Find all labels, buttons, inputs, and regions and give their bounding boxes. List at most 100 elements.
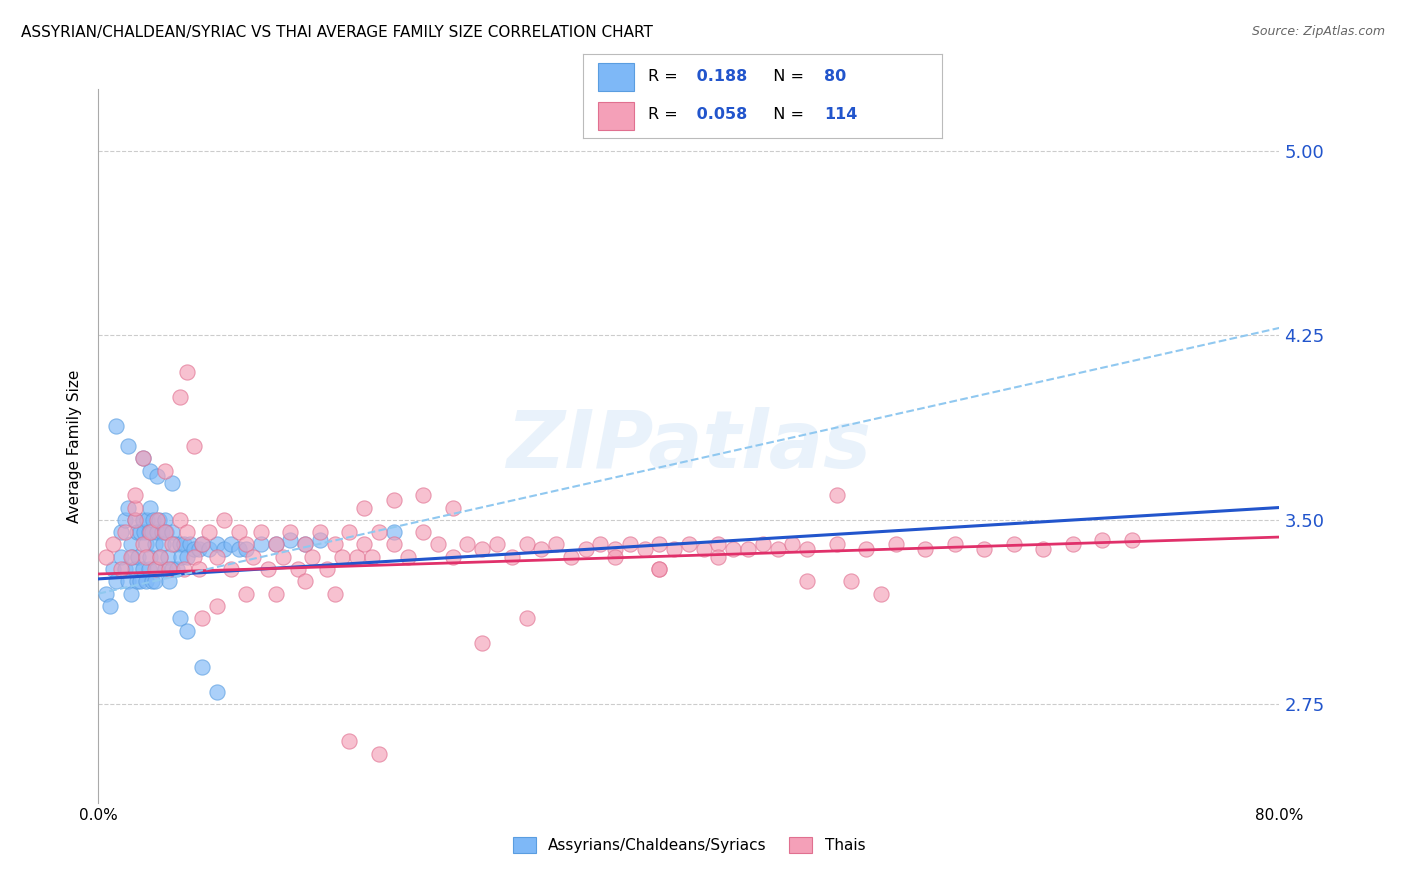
Point — [235, 537, 257, 551]
Point — [157, 574, 180, 589]
Point — [191, 537, 214, 551]
Point — [316, 562, 339, 576]
Point — [501, 549, 523, 564]
Point — [664, 542, 686, 557]
Point — [427, 537, 450, 551]
Point — [176, 365, 198, 379]
Point — [235, 587, 257, 601]
Point — [132, 562, 155, 576]
Point — [301, 549, 323, 564]
Point — [516, 537, 538, 551]
Point — [110, 562, 132, 576]
Point — [191, 537, 214, 551]
Point — [353, 500, 375, 515]
Point — [441, 500, 464, 515]
Point — [346, 549, 368, 564]
Point — [707, 537, 730, 551]
Point — [136, 513, 159, 527]
Point — [723, 542, 745, 557]
Point — [124, 500, 146, 515]
Point — [156, 549, 179, 564]
Point — [589, 537, 612, 551]
Point — [117, 574, 139, 589]
Point — [121, 549, 143, 564]
Text: ZIPatlas: ZIPatlas — [506, 407, 872, 485]
Point — [124, 513, 146, 527]
Point — [143, 537, 166, 551]
Point — [264, 537, 287, 551]
Point — [103, 562, 125, 576]
Point — [191, 611, 214, 625]
Text: ASSYRIAN/CHALDEAN/SYRIAC VS THAI AVERAGE FAMILY SIZE CORRELATION CHART: ASSYRIAN/CHALDEAN/SYRIAC VS THAI AVERAGE… — [21, 25, 652, 40]
Point — [139, 500, 162, 515]
Point — [693, 542, 716, 557]
Point — [973, 542, 995, 557]
Point — [169, 537, 191, 551]
Bar — [598, 102, 634, 130]
Point — [486, 537, 509, 551]
Point — [146, 525, 169, 540]
Point — [125, 574, 148, 589]
Point — [170, 549, 193, 564]
Point — [103, 537, 125, 551]
Point — [280, 533, 302, 547]
Point — [120, 549, 142, 564]
Point — [173, 562, 195, 576]
Point — [1062, 537, 1084, 551]
Point — [212, 542, 235, 557]
Point — [183, 542, 205, 557]
Text: R =: R = — [648, 107, 683, 122]
Text: N =: N = — [762, 107, 808, 122]
Point — [153, 464, 176, 478]
Point — [127, 549, 149, 564]
Point — [162, 562, 183, 576]
Point — [169, 611, 191, 625]
Point — [1121, 533, 1143, 547]
Point — [105, 574, 128, 589]
Point — [796, 574, 818, 589]
Point — [162, 537, 183, 551]
Y-axis label: Average Family Size: Average Family Size — [67, 369, 83, 523]
Bar — [598, 62, 634, 91]
Point — [796, 542, 818, 557]
Point — [250, 537, 273, 551]
Point — [605, 549, 627, 564]
Point — [530, 542, 553, 557]
Point — [198, 542, 221, 557]
Text: N =: N = — [762, 70, 808, 85]
Point — [235, 542, 257, 557]
Point — [257, 562, 280, 576]
Point — [124, 488, 146, 502]
Point — [117, 439, 139, 453]
Point — [353, 537, 375, 551]
Point — [110, 549, 132, 564]
Point — [280, 525, 302, 540]
Point — [250, 525, 273, 540]
Point — [766, 542, 789, 557]
Point — [605, 542, 627, 557]
Point — [135, 574, 157, 589]
Point — [153, 513, 176, 527]
Point — [149, 549, 172, 564]
Point — [146, 513, 169, 527]
Point — [132, 451, 155, 466]
Point — [825, 537, 848, 551]
Point — [139, 549, 162, 564]
Point — [149, 549, 172, 564]
Point — [94, 587, 117, 601]
Point — [157, 562, 180, 576]
Point — [287, 562, 309, 576]
Point — [176, 624, 198, 638]
Point — [176, 525, 198, 540]
Point — [648, 562, 671, 576]
Point — [546, 537, 568, 551]
Point — [179, 537, 201, 551]
Point — [183, 549, 205, 564]
Point — [457, 537, 479, 551]
Point — [412, 488, 434, 502]
Point — [132, 537, 155, 551]
Point — [398, 549, 420, 564]
Point — [205, 599, 228, 613]
Point — [142, 513, 165, 527]
Text: 80: 80 — [824, 70, 846, 85]
